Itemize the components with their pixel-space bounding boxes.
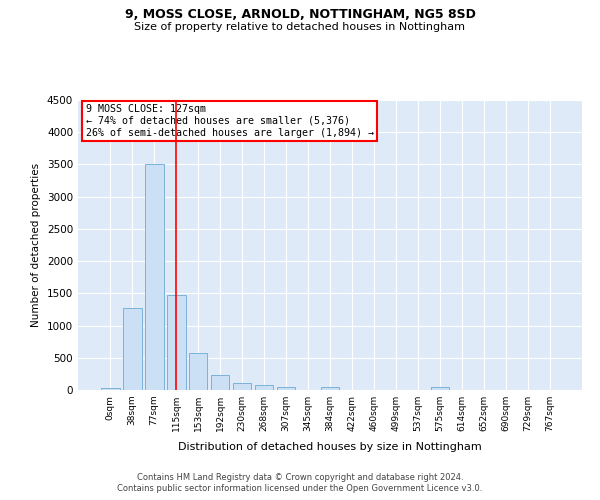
Text: 9 MOSS CLOSE: 127sqm
← 74% of detached houses are smaller (5,376)
26% of semi-de: 9 MOSS CLOSE: 127sqm ← 74% of detached h… [86,104,374,138]
Text: Contains public sector information licensed under the Open Government Licence v3: Contains public sector information licen… [118,484,482,493]
Text: Contains HM Land Registry data © Crown copyright and database right 2024.: Contains HM Land Registry data © Crown c… [137,472,463,482]
Bar [255,385,274,390]
Bar [101,388,119,390]
Text: 9, MOSS CLOSE, ARNOLD, NOTTINGHAM, NG5 8SD: 9, MOSS CLOSE, ARNOLD, NOTTINGHAM, NG5 8… [125,8,475,20]
Bar [189,354,208,390]
Text: Distribution of detached houses by size in Nottingham: Distribution of detached houses by size … [178,442,482,452]
Bar [233,382,251,390]
Bar [145,164,164,390]
Bar [320,387,340,390]
Y-axis label: Number of detached properties: Number of detached properties [31,163,41,327]
Bar [167,296,185,390]
Bar [211,375,229,390]
Bar [431,387,449,390]
Text: Size of property relative to detached houses in Nottingham: Size of property relative to detached ho… [134,22,466,32]
Bar [123,308,142,390]
Bar [277,387,295,390]
